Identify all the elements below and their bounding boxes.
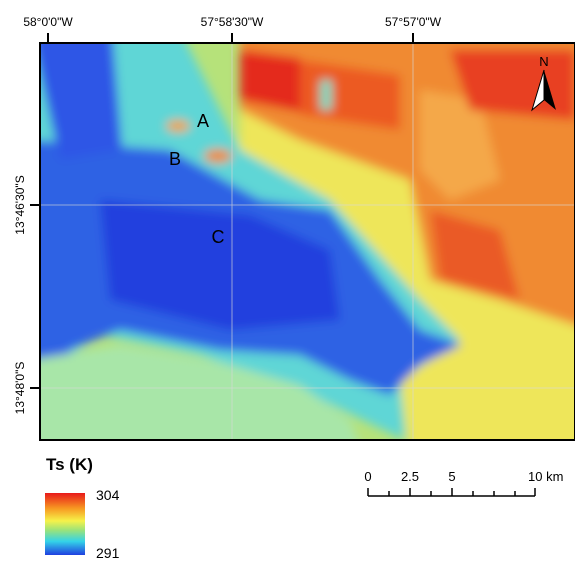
site-label: B bbox=[169, 149, 181, 169]
legend-min: 291 bbox=[96, 545, 120, 561]
scale-bar bbox=[367, 488, 536, 497]
latitude-label: 13°48'0"S bbox=[13, 362, 27, 415]
scale-label: 2.5 bbox=[401, 469, 419, 484]
legend-title: Ts (K) bbox=[46, 455, 93, 474]
legend-max: 304 bbox=[96, 487, 120, 503]
legend-color-ramp bbox=[45, 493, 85, 555]
longitude-label: 57°58'30"W bbox=[201, 15, 264, 29]
scale-label: 0 bbox=[364, 469, 371, 484]
scale-label: 10 km bbox=[528, 469, 563, 484]
scale-label: 5 bbox=[448, 469, 455, 484]
temperature-raster bbox=[40, 43, 575, 440]
site-label: A bbox=[197, 111, 209, 131]
site-label: C bbox=[212, 227, 225, 247]
north-label: N bbox=[539, 54, 548, 69]
longitude-label: 58°0'0"W bbox=[23, 15, 73, 29]
coordinate-ticks bbox=[30, 33, 414, 389]
map-frame bbox=[39, 42, 575, 441]
latitude-label: 13°46'30"S bbox=[13, 175, 27, 234]
north-arrow: N bbox=[531, 54, 556, 112]
longitude-label: 57°57'0"W bbox=[385, 15, 442, 29]
graticule bbox=[40, 43, 575, 440]
